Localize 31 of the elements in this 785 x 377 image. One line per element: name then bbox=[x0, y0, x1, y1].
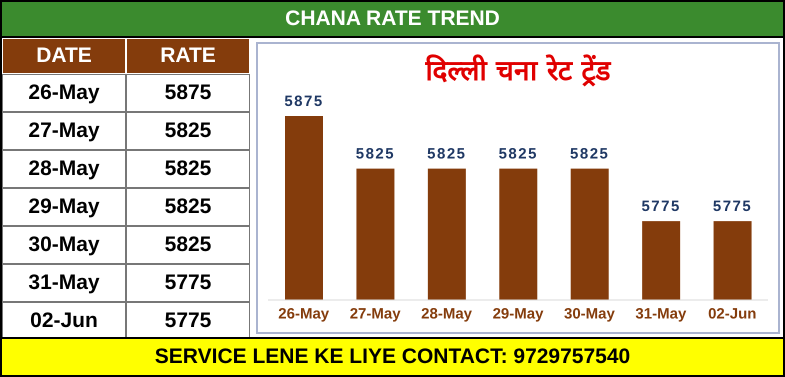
data-label: 5825 bbox=[427, 146, 467, 163]
data-label: 5775 bbox=[126, 264, 250, 302]
data-label: 5825 bbox=[570, 146, 610, 163]
x-tick-label: 29-May bbox=[492, 306, 544, 323]
text: DATE bbox=[2, 38, 126, 74]
data-label: 5825 bbox=[498, 146, 538, 163]
chart-subtitle: CHANA RATE TREND bbox=[2, 2, 783, 38]
data-label: 5875 bbox=[284, 93, 324, 110]
data-label: 5775 bbox=[641, 198, 681, 216]
x-tick-label: 31-May bbox=[635, 306, 687, 323]
text: RATE bbox=[126, 38, 250, 74]
category-label: 26-May bbox=[2, 74, 126, 112]
x-tick-label: 28-May bbox=[421, 306, 473, 323]
data-label: 5825 bbox=[126, 226, 250, 264]
data-label: 5875 bbox=[126, 74, 250, 112]
data-label: 5825 bbox=[126, 112, 250, 150]
category-label: 27-May bbox=[2, 112, 126, 150]
x-tick-label: 02-Jun bbox=[708, 306, 756, 323]
x-tick-label: 27-May bbox=[350, 306, 402, 323]
x-tick-label: 26-May bbox=[278, 306, 330, 323]
category-label: 30-May bbox=[2, 226, 126, 264]
category-label: 28-May bbox=[2, 150, 126, 188]
text: SERVICE LENE KE LIYE CONTACT: 9729757540 bbox=[2, 337, 783, 375]
data-label: 5825 bbox=[126, 188, 250, 226]
data-label: 5775 bbox=[712, 198, 752, 216]
data-label: 5775 bbox=[126, 302, 250, 340]
chart-title: दिल्ली चना रेट ट्रेंड bbox=[425, 53, 611, 88]
category-label: 29-May bbox=[2, 188, 126, 226]
data-label: 5825 bbox=[356, 146, 396, 163]
data-label: 5825 bbox=[126, 150, 250, 188]
x-tick-label: 30-May bbox=[564, 306, 616, 323]
